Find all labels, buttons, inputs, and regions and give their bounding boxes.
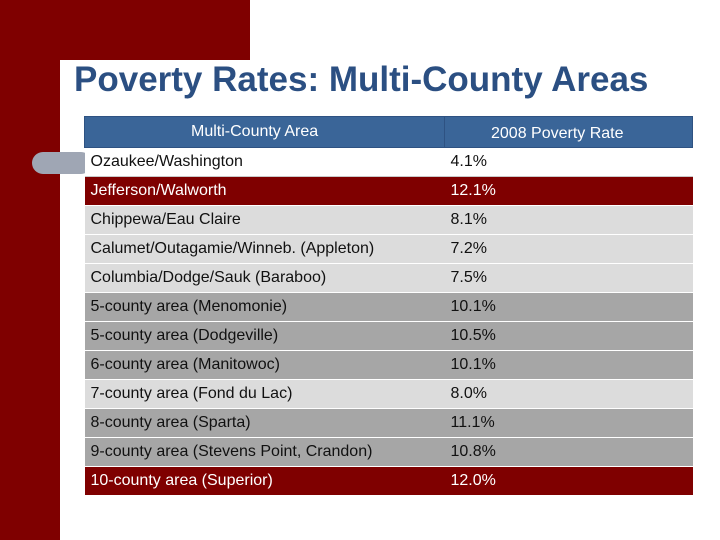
table-row: Columbia/Dodge/Sauk (Baraboo) 7.5% xyxy=(84,263,693,293)
table-row: Ozaukee/Washington 4.1% xyxy=(84,147,693,177)
area-cell: 5-county area (Menomonie) xyxy=(84,292,445,322)
area-cell: Calumet/Outagamie/Winneb. (Appleton) xyxy=(84,234,445,264)
poverty-rate-table: Multi-County Area 2008 Poverty Rate Ozau… xyxy=(84,116,693,496)
table-row: Chippewa/Eau Claire 8.1% xyxy=(84,205,693,235)
area-cell: 7-county area (Fond du Lac) xyxy=(84,379,445,409)
rate-cell: 4.1% xyxy=(444,147,693,177)
rate-cell: 7.2% xyxy=(444,234,693,264)
area-cell: Jefferson/Walworth xyxy=(84,176,445,206)
table-row: 5-county area (Dodgeville) 10.5% xyxy=(84,321,693,351)
rate-cell: 10.5% xyxy=(444,321,693,351)
area-cell: Chippewa/Eau Claire xyxy=(84,205,445,235)
rate-cell: 12.1% xyxy=(444,176,693,206)
rate-cell: 8.0% xyxy=(444,379,693,409)
area-cell: 10-county area (Superior) xyxy=(84,466,445,496)
rate-cell: 7.5% xyxy=(444,263,693,293)
slide-title: Poverty Rates: Multi-County Areas xyxy=(74,60,649,99)
table-row: 8-county area (Sparta) 11.1% xyxy=(84,408,693,438)
area-cell: 8-county area (Sparta) xyxy=(84,408,445,438)
area-cell: 9-county area (Stevens Point, Crandon) xyxy=(84,437,445,467)
decorative-red-strip xyxy=(0,0,60,540)
rate-cell: 10.8% xyxy=(444,437,693,467)
table-header-row: Multi-County Area 2008 Poverty Rate xyxy=(84,116,693,148)
table-row: 10-county area (Superior) 12.0% xyxy=(84,466,693,496)
column-header-rate: 2008 Poverty Rate xyxy=(444,116,693,148)
table-row: 5-county area (Menomonie) 10.1% xyxy=(84,292,693,322)
area-cell: 6-county area (Manitowoc) xyxy=(84,350,445,380)
table-row: 9-county area (Stevens Point, Crandon) 1… xyxy=(84,437,693,467)
table-row: Jefferson/Walworth 12.1% xyxy=(84,176,693,206)
table-row: 7-county area (Fond du Lac) 8.0% xyxy=(84,379,693,409)
table-row: Calumet/Outagamie/Winneb. (Appleton) 7.2… xyxy=(84,234,693,264)
rate-cell: 11.1% xyxy=(444,408,693,438)
column-header-area: Multi-County Area xyxy=(84,116,445,148)
area-cell: Columbia/Dodge/Sauk (Baraboo) xyxy=(84,263,445,293)
rate-cell: 12.0% xyxy=(444,466,693,496)
rate-cell: 10.1% xyxy=(444,292,693,322)
decorative-gray-tab xyxy=(32,152,92,174)
rate-cell: 8.1% xyxy=(444,205,693,235)
area-cell: 5-county area (Dodgeville) xyxy=(84,321,445,351)
rate-cell: 10.1% xyxy=(444,350,693,380)
table-row: 6-county area (Manitowoc) 10.1% xyxy=(84,350,693,380)
area-cell: Ozaukee/Washington xyxy=(84,147,445,177)
